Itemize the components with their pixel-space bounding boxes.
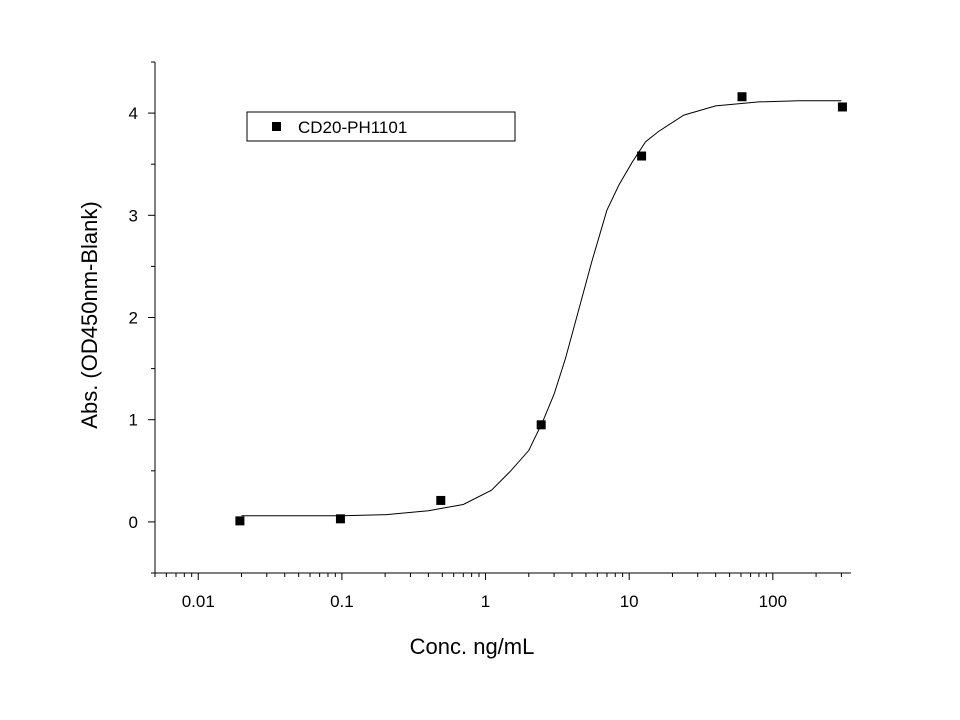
legend-label: CD20-PH1101 [298,118,407,137]
data-point [737,92,747,102]
legend-marker [272,122,281,131]
data-point [637,151,647,161]
data-point [837,102,847,112]
y-tick-label: 4 [129,104,138,123]
y-tick-label: 2 [129,309,138,328]
y-axis: 0 1 2 3 4 [129,61,156,574]
plot-area [235,92,847,526]
y-tick-label: 3 [129,206,138,225]
x-tick-label: 0.1 [330,592,354,611]
x-tick-label: 1 [481,592,490,611]
legend-box [246,111,516,142]
data-point [436,495,446,505]
legend: CD20-PH1101 [246,111,516,142]
y-tick-label: 0 [129,513,138,532]
x-axis-ticks: 0.01 0.1 1 10 100 [154,573,842,611]
x-tick-label: 10 [620,592,639,611]
x-tick-label: 0.01 [182,592,215,611]
y-axis-ticks: 0 1 2 3 4 [129,61,155,574]
data-point [335,514,345,524]
x-axis-title: Conc. ng/mL [410,634,535,659]
y-axis-title: Abs. (OD450nm-Blank) [77,201,102,428]
y-tick-label: 1 [129,411,138,430]
data-point [235,516,245,526]
x-tick-label: 100 [759,592,787,611]
data-point [536,420,546,430]
fit-curve [241,100,842,517]
x-axis: 0.01 0.1 1 10 100 [154,572,851,611]
